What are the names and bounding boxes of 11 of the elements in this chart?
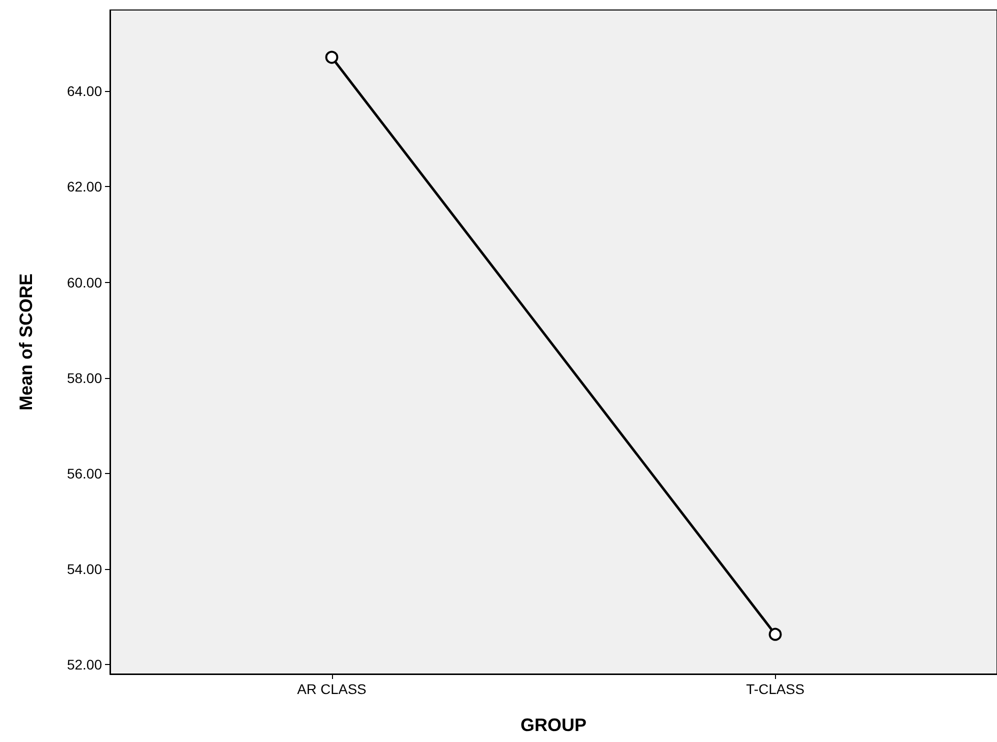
x-tick-label: T-CLASS [746,681,804,697]
y-tick-label: 62.00 [66,178,102,195]
y-tick-label: 58.00 [66,370,102,386]
y-tick-label: 60.00 [66,274,102,290]
y-axis-title: Mean of SCORE [16,273,36,411]
y-tick-label: 64.00 [66,83,102,100]
y-tick-label: 52.00 [66,656,102,672]
x-tick-label: AR CLASS [297,681,366,697]
y-tick-label: 56.00 [66,465,102,482]
x-axis-title: GROUP [520,715,587,735]
y-tick-label: 54.00 [66,560,102,577]
